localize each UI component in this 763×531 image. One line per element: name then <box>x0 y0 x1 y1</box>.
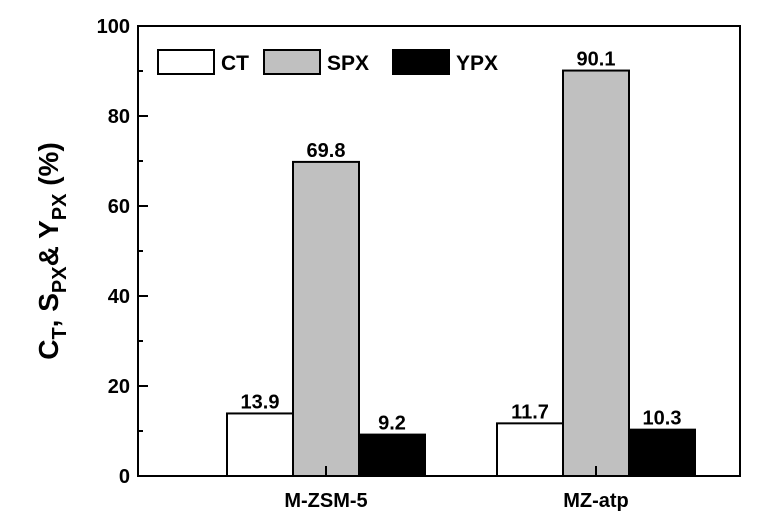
y-axis-label-subscript: PX <box>49 266 71 293</box>
bar-ct <box>496 422 564 478</box>
legend-label: CT <box>221 52 249 75</box>
y-tick-label: 100 <box>97 16 130 38</box>
bar-ct <box>226 412 294 478</box>
y-axis-title: CT, SPX& YPX (%) <box>33 142 71 360</box>
data-label: 90.1 <box>577 49 616 71</box>
x-category-label: MZ-atp <box>563 490 629 512</box>
legend-swatch-ct <box>157 49 215 75</box>
legend-label: SPX <box>327 52 369 75</box>
y-axis-label-part: , S <box>33 293 64 327</box>
x-category-label: M-ZSM-5 <box>284 490 367 512</box>
y-tick-label: 80 <box>108 106 130 128</box>
y-axis-label-part: C <box>33 340 64 360</box>
bar-spx <box>562 69 630 478</box>
y-axis-label-part: & Y <box>33 220 64 266</box>
data-label: 69.8 <box>307 140 346 162</box>
plot-frame <box>137 25 741 477</box>
y-tick-label: 40 <box>108 286 130 308</box>
y-tick-label: 20 <box>108 376 130 398</box>
data-label: 10.3 <box>643 408 682 430</box>
data-label: 9.2 <box>378 413 406 435</box>
legend-swatch-spx <box>263 49 321 75</box>
bar-ypx <box>628 428 696 477</box>
y-axis-label: CT, SPX& YPX (%) <box>33 142 71 360</box>
x-axis-categories: M-ZSM-5 MZ-atp <box>284 466 629 512</box>
bars <box>226 69 696 478</box>
y-tick-label: 60 <box>108 196 130 218</box>
data-labels: 13.9 69.8 9.2 11.7 90.1 10.3 <box>241 49 682 435</box>
bar-spx <box>292 160 360 477</box>
y-axis-ticks: 0 20 40 60 80 100 <box>97 16 148 488</box>
bar-ypx <box>358 433 426 478</box>
legend-label: YPX <box>456 52 498 75</box>
y-tick-label: 0 <box>119 466 130 488</box>
legend: CT SPX YPX <box>157 49 498 75</box>
y-axis-label-part: (%) <box>33 142 64 193</box>
data-label: 11.7 <box>511 401 549 423</box>
data-label: 13.9 <box>241 391 280 413</box>
y-axis-label-subscript: PX <box>49 193 71 220</box>
y-axis-label-subscript: T <box>49 327 71 339</box>
legend-swatch-ypx <box>392 49 450 75</box>
